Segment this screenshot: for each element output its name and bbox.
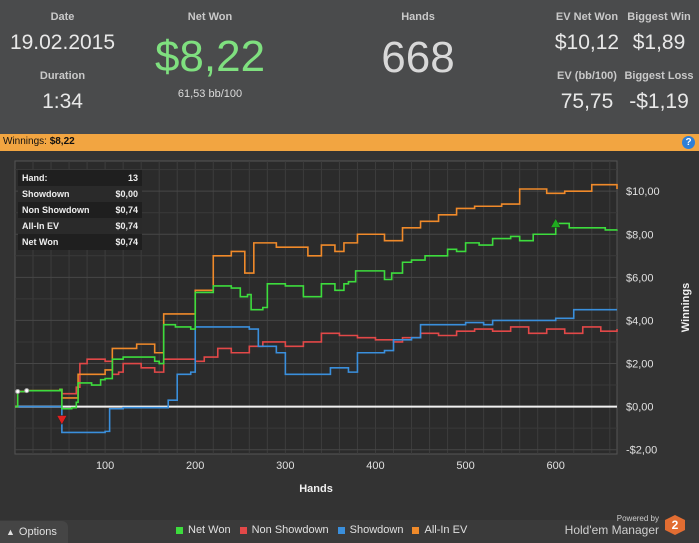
tooltip-key: Net Won <box>22 237 59 247</box>
net-won-label: Net Won <box>187 11 233 23</box>
ev-net-won-label: EV Net Won <box>555 11 619 23</box>
hands-value: 668 <box>381 33 455 82</box>
options-button[interactable]: ▲ Options <box>0 521 68 543</box>
legend-item[interactable]: Net Won <box>176 524 231 536</box>
legend-label: All-In EV <box>424 524 468 536</box>
tooltip-value: $0,74 <box>115 205 138 215</box>
net-won-value: $8,22 <box>154 32 266 81</box>
x-tick-label: 200 <box>186 460 204 472</box>
tooltip-value: $0,74 <box>115 221 138 231</box>
y-tick-label: -$2,00 <box>626 445 657 457</box>
point-marker <box>15 389 21 395</box>
legend-swatch <box>239 526 247 534</box>
winnings-value: $8,22 <box>49 136 75 147</box>
series-line-net-won <box>15 222 618 410</box>
y-tick-label: $8,00 <box>626 229 654 241</box>
tooltip-key: Showdown <box>22 189 70 199</box>
tooltip-row: All-In EV $0,74 <box>18 218 142 234</box>
legend-swatch <box>176 526 183 534</box>
tooltip-value: $0,74 <box>115 237 138 247</box>
tooltip-key: Hand: <box>22 173 48 183</box>
stats-header: Date 19.02.2015 Duration 1:34 Net Won $8… <box>0 0 699 134</box>
y-tick-label: $10,00 <box>626 186 660 198</box>
duration-label: Duration <box>39 70 86 82</box>
y-axis-title: Winnings <box>680 283 692 332</box>
legend-swatch <box>337 526 345 534</box>
chart-legend: Net Won Non Showdown Showdown All-In EV <box>176 524 476 536</box>
tooltip-row: Non Showdown $0,74 <box>18 202 142 218</box>
options-label: Options <box>18 526 57 538</box>
max-marker <box>550 217 562 228</box>
x-axis-title: Hands <box>299 483 333 495</box>
winnings-label: Winnings: <box>3 136 47 147</box>
x-tick-label: 400 <box>366 460 384 472</box>
legend-item[interactable]: All-In EV <box>412 524 467 536</box>
tooltip-key: All-In EV <box>22 221 60 231</box>
x-tick-label: 500 <box>456 460 474 472</box>
x-tick-label: 600 <box>547 460 565 472</box>
x-tick-label: 300 <box>276 460 294 472</box>
legend-label: Non Showdown <box>251 524 329 536</box>
tooltip-row: Net Won $0,74 <box>18 234 142 250</box>
y-tick-label: $6,00 <box>626 272 654 284</box>
y-tick-label: $2,00 <box>626 359 654 371</box>
series-line-showdown <box>15 308 617 434</box>
legend-item[interactable]: Non Showdown <box>239 524 329 536</box>
hand-tooltip: Hand: 13 Showdown $0,00 Non Showdown $0,74 All… <box>18 170 142 250</box>
hm2-logo-icon: 2 <box>665 515 685 535</box>
tooltip-key: Non Showdown <box>22 205 90 215</box>
ev-bb100-label: EV (bb/100) <box>557 70 617 82</box>
legend-label: Showdown <box>349 524 404 536</box>
biggest-win-value: $1,89 <box>632 31 686 54</box>
hands-label: Hands <box>401 11 435 23</box>
triangle-up-icon: ▲ <box>6 527 15 537</box>
biggest-loss-value: -$1,19 <box>629 90 689 113</box>
biggest-loss-label: Biggest Loss <box>624 70 694 82</box>
tooltip-value: $0,00 <box>115 189 138 199</box>
duration-value: 1:34 <box>42 90 83 113</box>
legend-item[interactable]: Showdown <box>337 524 404 536</box>
help-icon[interactable]: ? <box>682 136 695 149</box>
legend-label: Net Won <box>188 524 231 536</box>
point-marker <box>24 388 30 394</box>
winnings-bar: Winnings: $8,22 ? <box>0 134 699 151</box>
legend-swatch <box>412 526 420 534</box>
date-value: 19.02.2015 <box>9 31 116 54</box>
biggest-win-label: Biggest Win <box>627 11 691 23</box>
tooltip-row: Showdown $0,00 <box>18 186 142 202</box>
y-tick-label: $0,00 <box>626 402 654 414</box>
tooltip-value: 13 <box>127 173 138 183</box>
series-line-non-showdown <box>15 326 618 408</box>
min-marker <box>56 415 68 426</box>
y-tick-label: $4,00 <box>626 315 654 327</box>
x-tick-label: 100 <box>96 460 114 472</box>
tooltip-row: Hand: 13 <box>18 170 142 186</box>
date-label: Date <box>50 11 75 23</box>
series-line-all-in-ev <box>15 183 618 408</box>
powered-by-text: Powered by <box>616 514 659 523</box>
ev-bb100-value: 75,75 <box>560 90 614 113</box>
bb100-value: 61,53 bb/100 <box>177 88 243 100</box>
ev-net-won-value: $10,12 <box>554 31 620 54</box>
brand: Powered by Hold'em Manager <box>565 514 659 537</box>
brand-name: Hold'em Manager <box>564 523 659 537</box>
